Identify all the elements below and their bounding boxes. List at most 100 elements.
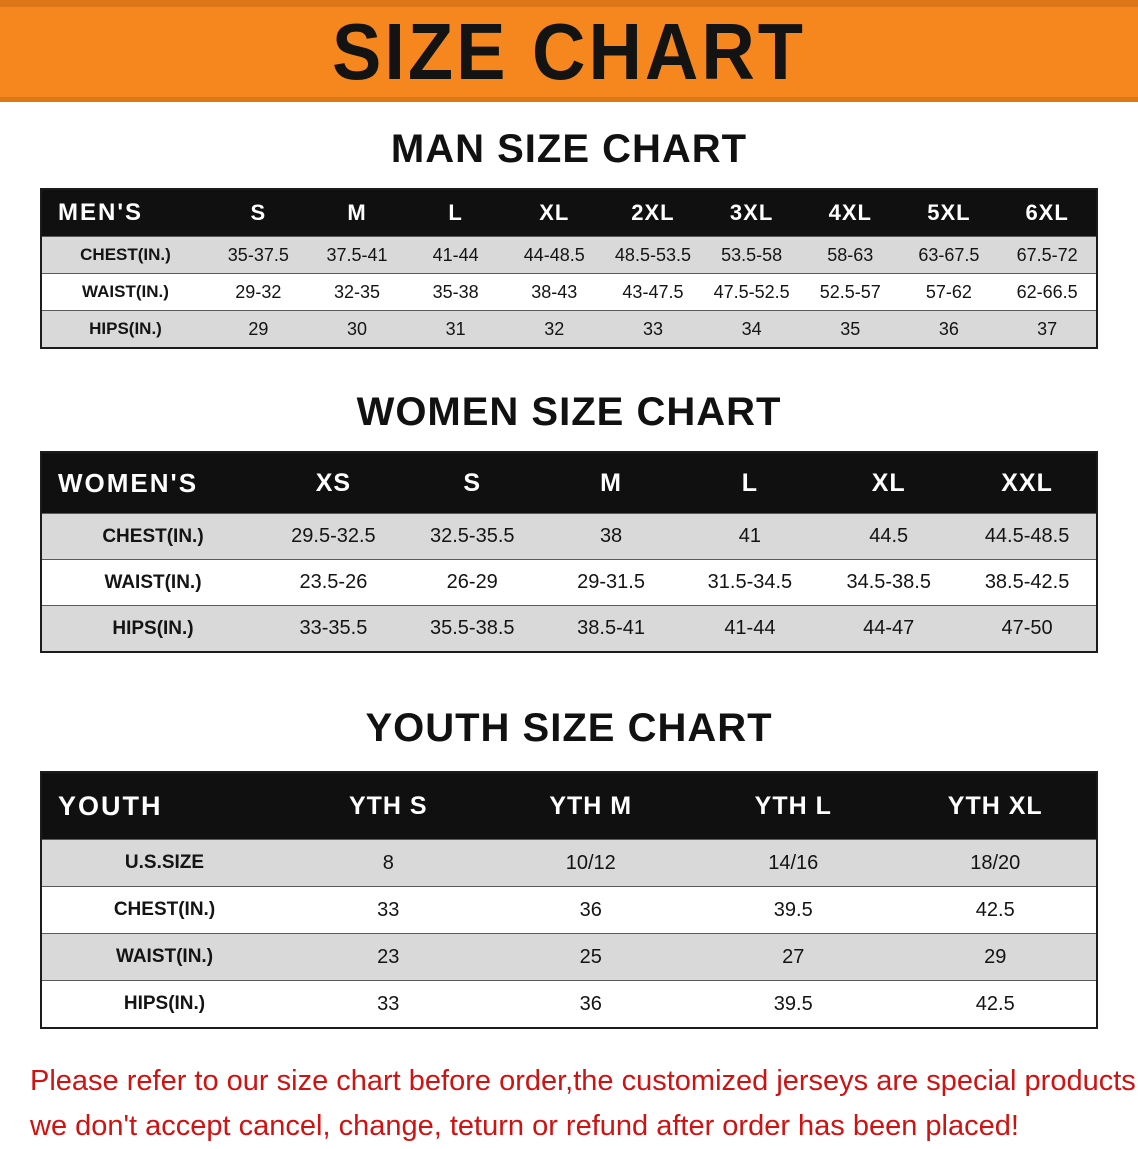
men-size-chart-section: MAN SIZE CHART MEN'S S M L XL 2XL 3XL 4XL 5XL 6XL… (0, 126, 1138, 349)
size-value: 41-44 (724, 617, 776, 639)
size-value: 42.5 (975, 898, 1015, 921)
size-value: 44.5 (869, 525, 909, 547)
size-column-header: YTH XL (894, 772, 1097, 840)
size-value: 29 (248, 318, 269, 339)
youth-size-chart-section: YOUTH SIZE CHART YOUTH YTH S YTH M YTH L YTH… (0, 705, 1138, 1029)
disclaimer-line-2: we don't accept cancel, change, teturn o… (30, 1109, 1019, 1142)
measurement-row: HIPS(IN.) 29 30 31 32 33 34 35 36 37 (41, 310, 1097, 348)
size-value: 38-43 (531, 281, 578, 302)
measurement-row: CHEST(IN.) 35-37.5 37.5-41 41-44 44-48.5 48.5… (41, 236, 1097, 274)
measurement-row: HIPS(IN.) 33 36 39.5 42.5 (41, 980, 1097, 1028)
size-value: 30 (346, 318, 367, 339)
size-value: 34.5-38.5 (846, 571, 931, 593)
size-value: 36 (579, 898, 602, 921)
size-value: 38 (599, 525, 623, 547)
measurement-label: HIPS(IN.) (89, 319, 162, 338)
size-value: 47.5-52.5 (713, 281, 790, 302)
size-value: 43-47.5 (622, 281, 684, 302)
size-value: 29-31.5 (577, 571, 645, 593)
size-value: 36 (938, 318, 959, 339)
size-value: 14/16 (768, 851, 819, 874)
size-value: 39.5 (773, 992, 813, 1015)
size-value: 33 (377, 898, 400, 921)
size-value: 35.5-38.5 (429, 617, 515, 639)
measurement-label: CHEST(IN.) (113, 899, 216, 920)
men-section-heading: MAN SIZE CHART (390, 127, 748, 171)
size-value: 67.5-72 (1016, 244, 1078, 265)
size-column-header: 6XL (998, 189, 1097, 237)
measurement-label: CHEST(IN.) (102, 525, 204, 547)
size-value: 57-62 (925, 281, 972, 302)
youth-size-table: YOUTH YTH S YTH M YTH L YTH XL U.S.SIZE 8 10/12… (40, 771, 1098, 1029)
size-value: 29.5-32.5 (291, 525, 376, 547)
size-value: 62-66.5 (1016, 281, 1078, 302)
size-value: 44-48.5 (523, 244, 585, 265)
size-value: 58-63 (827, 244, 874, 265)
measurement-label: CHEST(IN.) (80, 245, 171, 264)
women-size-table: WOMEN'S XS S M L XL XXL CHEST(IN.) 29.5-32.5 32.5… (40, 451, 1098, 653)
size-chart-banner: SIZE CHART (0, 0, 1138, 102)
size-column-header: YTH M (489, 772, 692, 840)
header-row: MEN'S S M L XL 2XL 3XL 4XL 5XL 6XL (41, 189, 1097, 237)
size-value: 34 (741, 318, 762, 339)
size-column-header: 4XL (800, 189, 900, 237)
size-value: 63-67.5 (918, 244, 980, 265)
size-value: 23.5-26 (299, 571, 368, 593)
size-value: 32.5-35.5 (429, 525, 515, 547)
size-value: 44.5-48.5 (984, 525, 1070, 547)
size-value: 33-35.5 (299, 617, 368, 639)
size-value: 33 (377, 992, 400, 1015)
size-value: 35-38 (432, 281, 479, 302)
measurement-label: HIPS(IN.) (112, 617, 194, 639)
size-value: 29-32 (235, 281, 282, 302)
size-column-header: XS (264, 452, 403, 514)
size-column-header: XL (819, 452, 959, 514)
disclaimer-note: Please refer to our size chart before or… (30, 1059, 1138, 1149)
measurement-label: WAIST(IN.) (104, 571, 202, 593)
measurement-label: WAIST(IN.) (82, 282, 169, 301)
size-value: 18/20 (970, 851, 1021, 874)
table-title: YOUTH (41, 772, 287, 840)
size-value: 53.5-58 (721, 244, 783, 265)
size-value: 29 (984, 945, 1007, 968)
measurement-row: CHEST(IN.) 33 36 39.5 42.5 (41, 886, 1097, 934)
measurement-row: WAIST(IN.) 29-32 32-35 35-38 38-43 43-47.5 47.… (41, 273, 1097, 311)
men-size-table: MEN'S S M L XL 2XL 3XL 4XL 5XL 6XL CHEST(IN.) 35-37… (40, 188, 1098, 349)
size-value: 23 (377, 945, 400, 968)
size-column-header: XXL (958, 452, 1097, 514)
size-value: 39.5 (773, 898, 813, 921)
measurement-row: WAIST(IN.) 23.5-26 26-29 29-31.5 31.5-34.5 34… (41, 559, 1097, 606)
measurement-label: HIPS(IN.) (123, 993, 206, 1014)
size-value: 41-44 (432, 244, 479, 265)
size-value: 38.5-41 (577, 617, 645, 639)
youth-section-heading: YOUTH SIZE CHART (365, 706, 773, 750)
size-value: 8 (382, 851, 394, 874)
measurement-label: U.S.SIZE (124, 852, 205, 873)
size-value: 52.5-57 (819, 281, 881, 302)
size-column-header: M (541, 452, 681, 514)
size-value: 26-29 (446, 571, 498, 593)
size-value: 10/12 (565, 851, 616, 874)
women-section-heading: WOMEN SIZE CHART (356, 390, 782, 434)
page-title: SIZE CHART (332, 6, 806, 96)
size-column-header: YTH L (692, 772, 895, 840)
table-title: WOMEN'S (41, 452, 264, 514)
disclaimer-line-1: Please refer to our size chart before or… (30, 1065, 1138, 1097)
size-column-header: S (402, 452, 542, 514)
size-value: 44-47 (863, 617, 915, 639)
size-value: 31 (445, 318, 466, 339)
size-value: 41 (738, 525, 762, 547)
women-size-chart-section: WOMEN SIZE CHART WOMEN'S XS S M L XL XXL CHEST(… (0, 389, 1138, 653)
measurement-row: WAIST(IN.) 23 25 27 29 (41, 933, 1097, 981)
size-column-header: 2XL (603, 189, 703, 237)
size-column-header: L (680, 452, 820, 514)
header-row: YOUTH YTH S YTH M YTH L YTH XL (41, 772, 1097, 840)
size-column-header: M (307, 189, 407, 237)
measurement-row: U.S.SIZE 8 10/12 14/16 18/20 (41, 839, 1097, 887)
size-value: 42.5 (975, 992, 1015, 1015)
size-value: 32-35 (333, 281, 380, 302)
size-value: 35 (840, 318, 861, 339)
size-value: 27 (782, 945, 805, 968)
table-title: MEN'S (41, 189, 209, 237)
